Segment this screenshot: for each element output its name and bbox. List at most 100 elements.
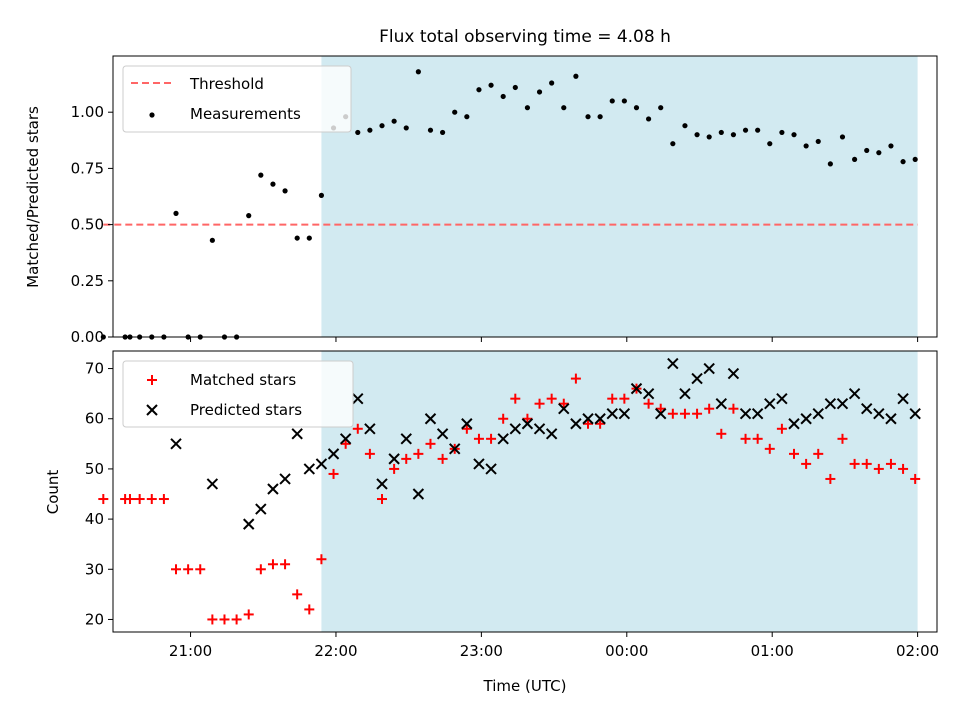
matched-star-point xyxy=(692,408,703,419)
matched-star-point xyxy=(534,398,545,409)
measurement-point xyxy=(415,69,421,75)
legend-threshold-label: Threshold xyxy=(189,75,264,93)
predicted-star-point xyxy=(303,463,316,475)
matched-star-point xyxy=(183,564,194,575)
measurement-point xyxy=(827,161,833,167)
matched-star-point xyxy=(837,433,848,444)
top-y-tick-label: 1.00 xyxy=(71,103,104,121)
matched-star-point xyxy=(825,473,836,484)
predicted-star-point xyxy=(739,408,752,420)
matched-star-point xyxy=(231,614,242,625)
measurement-point xyxy=(549,80,555,86)
matched-star-point xyxy=(583,418,594,429)
measurement-point xyxy=(815,138,821,145)
bottom-x-tick-label: 22:00 xyxy=(314,642,357,660)
bottom-y-tick-label: 40 xyxy=(85,510,104,528)
bottom-y-tick-label: 50 xyxy=(85,460,104,478)
matched-star-point xyxy=(304,604,315,615)
measurement-point xyxy=(318,192,325,198)
predicted-star-point xyxy=(170,438,182,450)
matched-star-point xyxy=(861,458,872,469)
predicted-star-point xyxy=(424,413,437,425)
matched-star-point xyxy=(728,403,739,414)
measurement-point xyxy=(391,118,397,124)
measurement-point xyxy=(282,188,288,194)
matched-star-point xyxy=(776,423,787,434)
bottom-x-tick-label: 00:00 xyxy=(605,642,648,660)
predicted-star-point xyxy=(800,413,812,425)
measurement-point xyxy=(912,156,918,163)
bottom-x-tick-label: 02:00 xyxy=(896,642,939,660)
measurement-point xyxy=(864,147,870,154)
measurement-point xyxy=(682,123,688,129)
matched-star-point xyxy=(849,458,860,469)
predicted-star-point xyxy=(642,387,655,400)
matched-star-point xyxy=(437,453,448,464)
matched-star-point xyxy=(124,494,135,505)
bottom-shaded-interval xyxy=(321,351,918,632)
measurement-point xyxy=(658,105,664,111)
measurement-point xyxy=(706,134,712,140)
legend-matched-label: Matched stars xyxy=(190,371,296,389)
predicted-star-point xyxy=(873,408,885,420)
bottom-x-tick-label: 23:00 xyxy=(460,642,503,660)
bottom-legend-box xyxy=(122,360,354,428)
top-y-tick-label: 0.50 xyxy=(71,216,104,234)
predicted-star-point xyxy=(473,458,485,470)
predicted-star-point xyxy=(655,408,667,420)
measurement-point xyxy=(888,143,894,149)
matched-star-point xyxy=(267,559,278,570)
measurement-point xyxy=(900,159,906,165)
matched-star-point xyxy=(910,473,921,484)
top-panel-frame xyxy=(112,55,938,338)
matched-star-point xyxy=(595,418,606,429)
predicted-star-point xyxy=(897,392,909,405)
matched-star-point xyxy=(280,559,291,570)
top-y-tick-label: 0.00 xyxy=(71,328,104,346)
matched-star-point xyxy=(425,438,436,449)
predicted-star-point xyxy=(861,402,873,415)
matched-star-point xyxy=(619,393,630,404)
predicted-star-point xyxy=(388,453,400,465)
predicted-star-point xyxy=(461,418,473,430)
measurement-point xyxy=(694,132,700,138)
measurement-point xyxy=(440,129,446,136)
predicted-star-point xyxy=(206,478,219,490)
x-axis-label: Time (UTC) xyxy=(483,677,567,695)
measurement-point xyxy=(452,109,458,115)
measurement-point xyxy=(839,134,846,140)
matched-star-point xyxy=(158,494,169,505)
measurement-point xyxy=(464,114,470,120)
measurement-point xyxy=(536,89,543,95)
matched-star-point xyxy=(243,609,254,620)
matched-star-point xyxy=(740,433,751,444)
matched-star-point xyxy=(570,373,581,384)
measurement-point xyxy=(633,105,640,111)
predicted-star-point xyxy=(255,503,267,515)
predicted-star-point xyxy=(267,483,279,495)
bottom-y-tick-label: 60 xyxy=(85,410,104,428)
measurement-point xyxy=(173,210,179,216)
predicted-star-point xyxy=(400,433,412,445)
predicted-star-point xyxy=(339,433,352,445)
predicted-star-point xyxy=(315,458,328,470)
matched-star-point xyxy=(885,458,896,469)
measurement-point xyxy=(755,127,761,133)
predicted-star-point xyxy=(485,463,497,475)
predicted-star-point xyxy=(848,387,861,400)
predicted-star-point xyxy=(533,423,546,435)
bottom-x-tick-label: 21:00 xyxy=(169,642,212,660)
measurement-point xyxy=(246,213,252,219)
matched-star-point xyxy=(146,494,157,505)
legend-predicted-label: Predicted stars xyxy=(190,401,302,419)
measurement-point xyxy=(512,84,518,91)
matched-star-point xyxy=(716,428,727,439)
predicted-star-point xyxy=(776,392,788,405)
measurement-point xyxy=(767,141,773,147)
matched-star-point xyxy=(655,403,666,414)
top-panel: 0.00 0.25 0.50 0.75 1.00 Matched/Predicted s… xyxy=(24,55,938,346)
measurement-point xyxy=(488,82,494,88)
predicted-star-point xyxy=(764,397,776,410)
predicted-star-point xyxy=(570,418,582,430)
predicted-star-point xyxy=(352,392,364,405)
